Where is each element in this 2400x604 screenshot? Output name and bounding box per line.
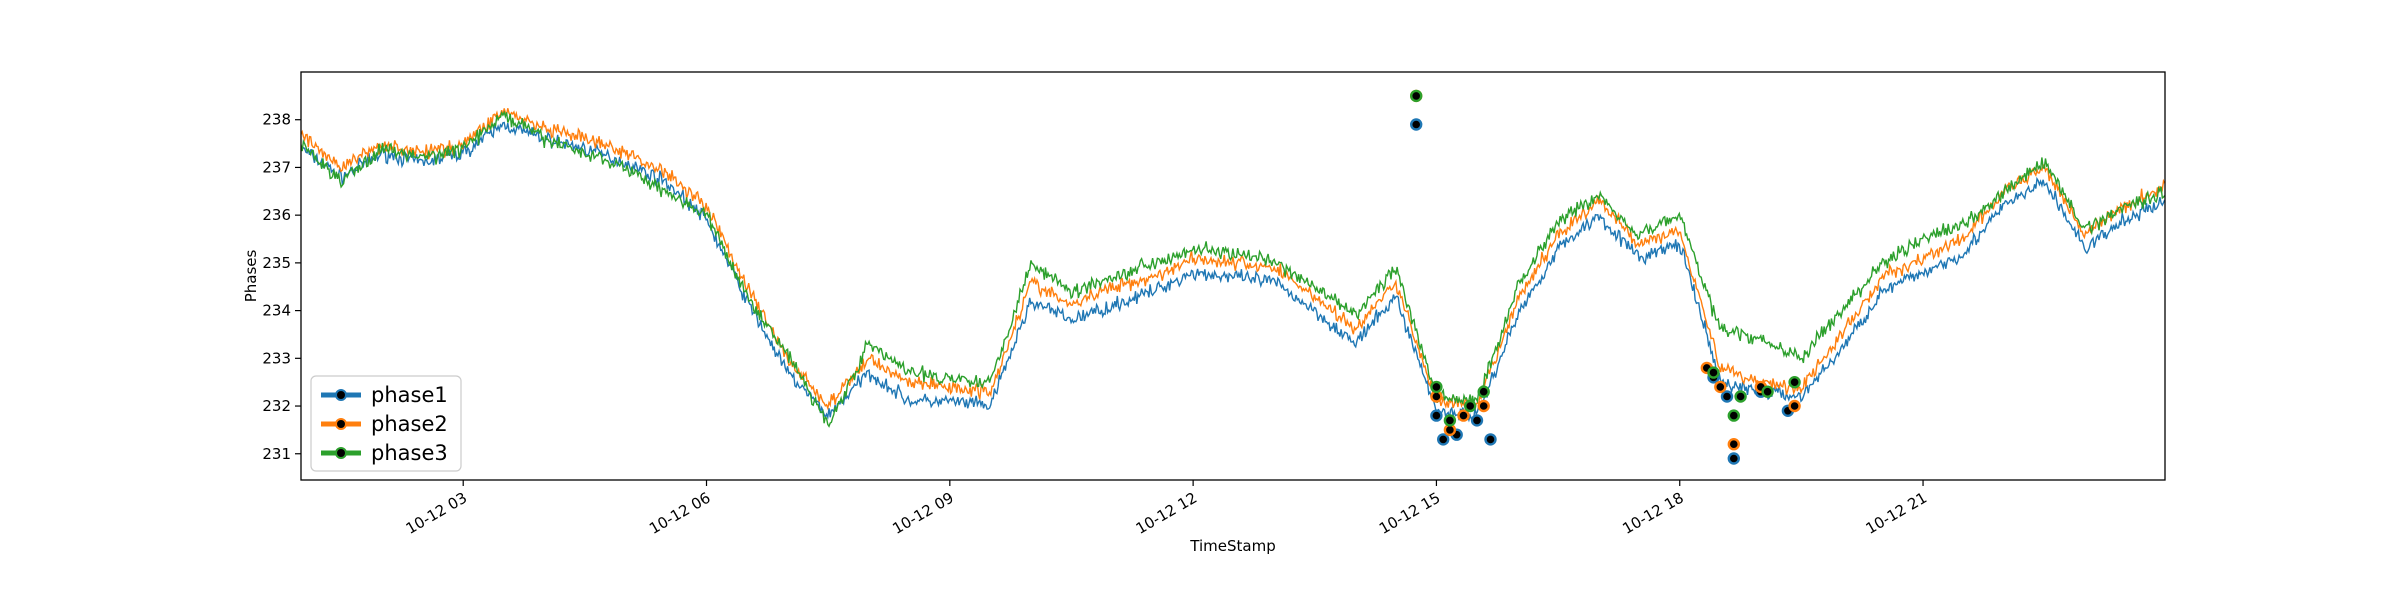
y-tick-label: 233 — [262, 349, 291, 367]
highlight-marker-layer — [1409, 89, 1801, 465]
y-tick-label: 237 — [262, 158, 291, 176]
highlight-marker-phase1 — [1430, 409, 1443, 422]
legend-marker-phase2 — [335, 418, 347, 430]
highlight-marker-phase3 — [1409, 89, 1423, 103]
legend-label-phase2: phase2 — [371, 412, 448, 436]
x-tick-label: 10-12 21 — [1863, 489, 1930, 538]
legend-marker-phase3 — [335, 447, 347, 459]
series-layer — [301, 108, 2165, 428]
highlight-marker-phase3 — [1727, 409, 1741, 422]
x-axis: 10-12 03 10-12 06 10-12 09 10-12 12 10-12 15… — [403, 480, 1930, 538]
plot-area-frame — [300, 71, 2166, 481]
highlight-marker-phase2 — [1788, 399, 1801, 413]
highlight-marker-phase1 — [1409, 118, 1423, 131]
y-tick-label: 238 — [262, 111, 291, 129]
x-tick-label: 10-12 15 — [1376, 489, 1443, 538]
highlight-marker-phase1 — [1436, 433, 1450, 446]
legend-label-phase3: phase3 — [371, 441, 448, 465]
y-tick-label: 234 — [262, 302, 291, 320]
highlight-marker-phase1 — [1484, 433, 1497, 446]
highlight-marker-phase3 — [1430, 380, 1443, 394]
highlight-marker-phase1 — [1470, 414, 1484, 427]
highlight-marker-phase1 — [1720, 390, 1734, 403]
highlight-marker-phase2 — [1727, 438, 1741, 451]
x-tick-label: 10-12 09 — [889, 489, 956, 538]
highlight-marker-phase3 — [1788, 376, 1801, 389]
y-tick-label: 235 — [262, 254, 291, 272]
highlight-marker-phase3 — [1761, 385, 1774, 398]
series-line-phase1 — [301, 121, 2165, 423]
highlight-marker-phase3 — [1443, 414, 1457, 427]
legend-label-phase1: phase1 — [371, 383, 448, 407]
series-line-phase3 — [301, 110, 2165, 428]
y-axis: 231 232 233 234 235 236 237 238 — [262, 111, 301, 463]
y-axis-title: Phases — [242, 250, 260, 303]
legend-box — [310, 375, 462, 472]
x-tick-label: 10-12 06 — [646, 489, 713, 538]
highlight-marker-phase3 — [1707, 366, 1720, 379]
highlight-marker-phase2 — [1477, 399, 1490, 413]
y-tick-label: 231 — [262, 445, 291, 463]
highlight-marker-phase3 — [1734, 390, 1747, 403]
y-tick-label: 236 — [262, 206, 291, 224]
series-line-phase2 — [301, 108, 2165, 411]
highlight-marker-phase2 — [1457, 409, 1470, 422]
x-axis-title: TimeStamp — [1189, 537, 1275, 555]
highlight-marker-phase1 — [1727, 452, 1741, 465]
y-tick-label: 232 — [262, 397, 291, 415]
x-tick-label: 10-12 03 — [403, 489, 470, 538]
legend-marker-phase1 — [335, 389, 347, 401]
legend: phase1 phase2 phase3 — [310, 375, 462, 472]
highlight-marker-phase3 — [1477, 385, 1490, 398]
x-tick-label: 10-12 18 — [1619, 489, 1686, 538]
highlight-marker-phase3 — [1463, 399, 1477, 413]
highlight-marker-phase2 — [1714, 380, 1727, 394]
x-tick-label: 10-12 12 — [1133, 489, 1200, 538]
